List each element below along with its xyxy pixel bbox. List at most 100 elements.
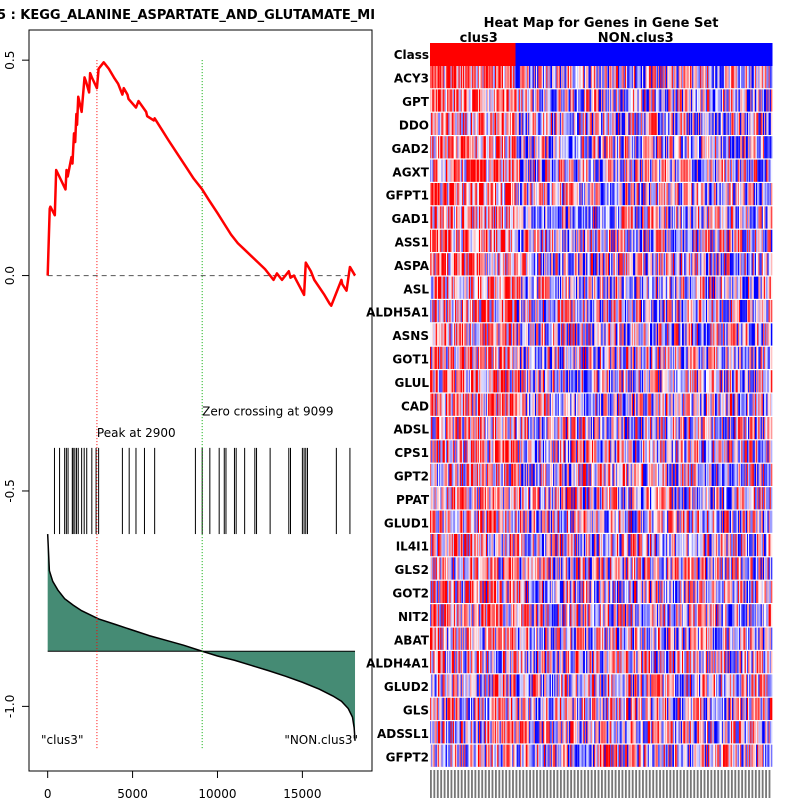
heatmap-cell — [532, 183, 535, 206]
heatmap-cell — [660, 206, 662, 229]
heatmap-cell — [734, 253, 736, 276]
heatmap-cell — [488, 206, 490, 229]
heatmap-cell — [551, 370, 554, 393]
heatmap-cell — [757, 66, 759, 89]
heatmap-cell — [749, 300, 751, 323]
heatmap-cell — [570, 89, 572, 112]
heatmap-cell — [502, 370, 505, 393]
heatmap-cell — [688, 206, 691, 229]
heatmap-cell — [733, 183, 735, 206]
heatmap-cell — [589, 136, 592, 159]
heatmap-cell — [571, 206, 573, 229]
heatmap-cell — [632, 136, 635, 159]
heatmap-cell — [512, 159, 514, 182]
heatmap-cell — [673, 89, 676, 112]
heatmap-cell — [594, 183, 596, 206]
heatmap-cell — [667, 66, 669, 89]
heatmap-cell — [473, 159, 475, 182]
heatmap-cell — [538, 370, 540, 393]
heatmap-cell — [597, 417, 600, 440]
heatmap-cell — [537, 370, 539, 393]
heatmap-cell — [703, 346, 706, 369]
heatmap-cell — [555, 66, 557, 89]
heatmap-cell — [567, 66, 570, 89]
heatmap-cell — [730, 66, 733, 89]
heatmap-cell — [505, 346, 507, 369]
heatmap-cell — [546, 206, 548, 229]
heatmap-cell — [488, 300, 490, 323]
heatmap-cell — [611, 206, 613, 229]
heatmap-cell — [443, 66, 446, 89]
heatmap-cell — [766, 300, 768, 323]
heatmap-cell — [728, 393, 731, 416]
heatmap-cell — [533, 300, 536, 323]
heatmap-cell — [460, 253, 463, 276]
heatmap-cell — [648, 346, 651, 369]
heatmap-cell — [521, 253, 523, 276]
heatmap-cell — [762, 159, 765, 182]
heatmap-cell — [545, 346, 547, 369]
heatmap-cell — [534, 323, 537, 346]
heatmap-cell — [457, 417, 459, 440]
heatmap-cell — [697, 136, 700, 159]
heatmap-cell — [547, 183, 549, 206]
heatmap-cell — [458, 276, 460, 299]
heatmap-cell — [566, 323, 569, 346]
heatmap-cell — [474, 66, 476, 89]
heatmap-cell — [583, 417, 586, 440]
heatmap-cell — [614, 346, 617, 369]
heatmap-cell — [652, 346, 654, 369]
heatmap-cell — [567, 206, 570, 229]
heatmap-cell — [653, 346, 655, 369]
heatmap-cell — [607, 229, 610, 252]
heatmap-cell — [502, 346, 505, 369]
heatmap-cell — [729, 66, 732, 89]
heatmap-cell — [692, 159, 694, 182]
heatmap-cell — [753, 159, 756, 182]
heatmap-cell — [537, 206, 539, 229]
heatmap-cell — [500, 393, 503, 416]
heatmap-cell — [578, 112, 580, 135]
heatmap-cell — [479, 276, 481, 299]
heatmap-cell — [611, 159, 613, 182]
heatmap-cell — [513, 159, 515, 182]
heatmap-cell — [648, 323, 651, 346]
heatmap-cell — [679, 159, 682, 182]
heatmap-cell — [769, 276, 772, 299]
heatmap-cell — [695, 206, 698, 229]
heatmap-cell — [644, 206, 646, 229]
heatmap-cell — [445, 276, 448, 299]
heatmap-cell — [769, 89, 772, 112]
heatmap-cell — [628, 417, 630, 440]
heatmap-cell — [554, 440, 556, 463]
heatmap-cell — [716, 370, 718, 393]
heatmap-cell — [732, 112, 734, 135]
heatmap-cell — [724, 346, 726, 369]
heatmap-cell — [713, 346, 716, 369]
heatmap-cell — [648, 393, 651, 416]
heatmap-cell — [554, 89, 556, 112]
heatmap-cell — [453, 417, 456, 440]
heatmap-cell — [464, 136, 466, 159]
heatmap-cell — [749, 393, 751, 416]
heatmap-cell — [761, 370, 764, 393]
heatmap-cell — [532, 300, 535, 323]
heatmap-cell — [752, 393, 755, 416]
heatmap-cell — [642, 346, 644, 369]
heatmap-cell — [504, 66, 506, 89]
heatmap-cell — [514, 159, 516, 182]
heatmap-cell — [717, 136, 719, 159]
heatmap-cell — [612, 206, 614, 229]
heatmap-cell — [619, 206, 621, 229]
heatmap-cell — [635, 323, 637, 346]
heatmap-cell — [442, 206, 445, 229]
heatmap-cell — [708, 370, 710, 393]
heatmap-cell — [757, 300, 759, 323]
heatmap-cell — [664, 346, 667, 369]
heatmap-cell — [651, 300, 653, 323]
heatmap-cell — [746, 370, 749, 393]
heatmap-cell — [693, 323, 695, 346]
heatmap-cell — [523, 370, 525, 393]
heatmap-cell — [679, 112, 682, 135]
heatmap-cell — [651, 89, 653, 112]
